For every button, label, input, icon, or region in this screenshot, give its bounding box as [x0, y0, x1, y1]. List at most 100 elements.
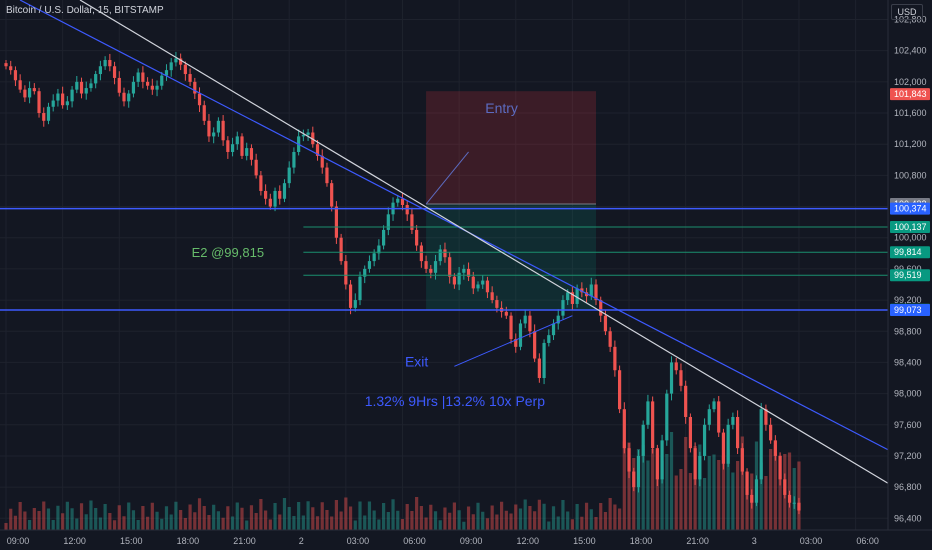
candle-body — [636, 455, 641, 488]
volume-bar — [523, 499, 527, 530]
volume-bar — [509, 513, 513, 530]
candle-body — [584, 292, 589, 297]
time-axis: 09:00 12:00 15:00 18:00 21:00 2 03:00 06:00 09:0… — [0, 529, 932, 550]
candle-body — [764, 409, 768, 425]
volume-bar — [669, 432, 674, 530]
volume-bar — [348, 506, 353, 530]
candle-body — [32, 88, 36, 92]
candle-body — [759, 409, 763, 480]
candle-body — [452, 276, 456, 285]
volume-bar — [707, 456, 711, 530]
volume-bar — [259, 499, 263, 530]
candle-body — [382, 229, 386, 246]
candle-body — [419, 245, 423, 262]
volume-bar — [9, 508, 13, 530]
price-badge-label: 99,814 — [894, 247, 922, 257]
candle-body — [570, 292, 574, 304]
candle-body — [773, 440, 777, 456]
volume-bar — [575, 504, 579, 530]
volume-bar — [721, 456, 726, 530]
volume-bar — [117, 505, 121, 530]
volume-bar — [651, 449, 655, 530]
candle-body — [466, 268, 471, 277]
volume-bar — [679, 469, 683, 530]
candle-body — [547, 335, 551, 343]
volume-bar — [89, 500, 93, 530]
candle-body — [731, 416, 735, 425]
volume-bar — [584, 502, 589, 530]
y-tick-label: 102,400 — [894, 46, 927, 56]
volume-bar — [240, 507, 244, 530]
candle-body — [528, 315, 532, 332]
candle-body — [462, 268, 466, 273]
candle-body — [372, 253, 376, 262]
volume-bar — [382, 503, 386, 530]
candle-body — [315, 144, 320, 156]
volume-bar — [122, 516, 126, 530]
candle-body — [146, 81, 150, 86]
volume-bar — [136, 520, 140, 530]
x-tick-label: 09:00 — [7, 536, 30, 546]
volume-bar — [315, 516, 320, 530]
candle-body — [112, 66, 117, 78]
candle-body — [523, 315, 527, 324]
volume-bar — [75, 518, 79, 530]
candle-body — [117, 77, 121, 93]
candle-body — [268, 198, 272, 207]
candle-body — [65, 101, 69, 106]
volume-bar — [717, 460, 721, 530]
trendline-blue — [19, 0, 889, 451]
candle-body — [235, 136, 239, 145]
candle-body — [721, 432, 726, 464]
price-badge-label: 100,374 — [894, 204, 927, 214]
candle-body — [164, 70, 169, 76]
candle-body — [363, 268, 367, 277]
volume-bar — [179, 510, 183, 530]
volume-bar — [400, 519, 405, 530]
candle-body — [122, 92, 126, 102]
candle-body — [193, 81, 197, 94]
candle-body — [287, 167, 291, 184]
volume-bar — [160, 518, 164, 530]
y-tick-label: 101,200 — [894, 139, 927, 149]
candle-body — [249, 148, 254, 160]
candle-body — [740, 448, 744, 472]
candle-body — [4, 63, 8, 67]
candle-body — [537, 358, 541, 379]
currency-button[interactable]: USD — [891, 4, 923, 20]
candle-body — [207, 120, 211, 137]
volume-bar — [433, 511, 438, 530]
volume-bar — [528, 506, 532, 530]
volume-bar — [769, 449, 773, 530]
candle-body — [42, 113, 46, 121]
volume-bar — [264, 510, 268, 530]
volume-bar — [174, 501, 178, 530]
price-badge — [890, 269, 930, 282]
volume-bar — [613, 504, 617, 530]
annotation-label: Entry — [485, 100, 518, 116]
candle-body — [70, 89, 74, 102]
x-tick-label: 03:00 — [347, 536, 370, 546]
candle-body — [75, 81, 79, 90]
candle-body — [259, 175, 263, 191]
volume-bar — [556, 516, 560, 530]
y-tick-label: 98,000 — [894, 389, 922, 399]
y-tick-label: 99,600 — [894, 264, 922, 274]
volume-bar — [320, 502, 324, 530]
candle-body — [613, 346, 617, 371]
x-tick-label: 12:00 — [516, 536, 539, 546]
candle-body — [230, 144, 235, 152]
candle-body — [778, 455, 782, 480]
candle-body — [183, 64, 187, 75]
volume-bar — [330, 516, 334, 530]
candle-body — [23, 89, 27, 98]
entry-pointer-line — [425, 151, 469, 205]
volume-bar — [481, 511, 485, 530]
candle-body — [37, 91, 41, 114]
candle-body — [28, 88, 32, 98]
x-tick-label: 15:00 — [573, 536, 596, 546]
price-badge — [890, 221, 930, 234]
candle-body — [717, 401, 721, 433]
candle-body — [589, 284, 593, 297]
